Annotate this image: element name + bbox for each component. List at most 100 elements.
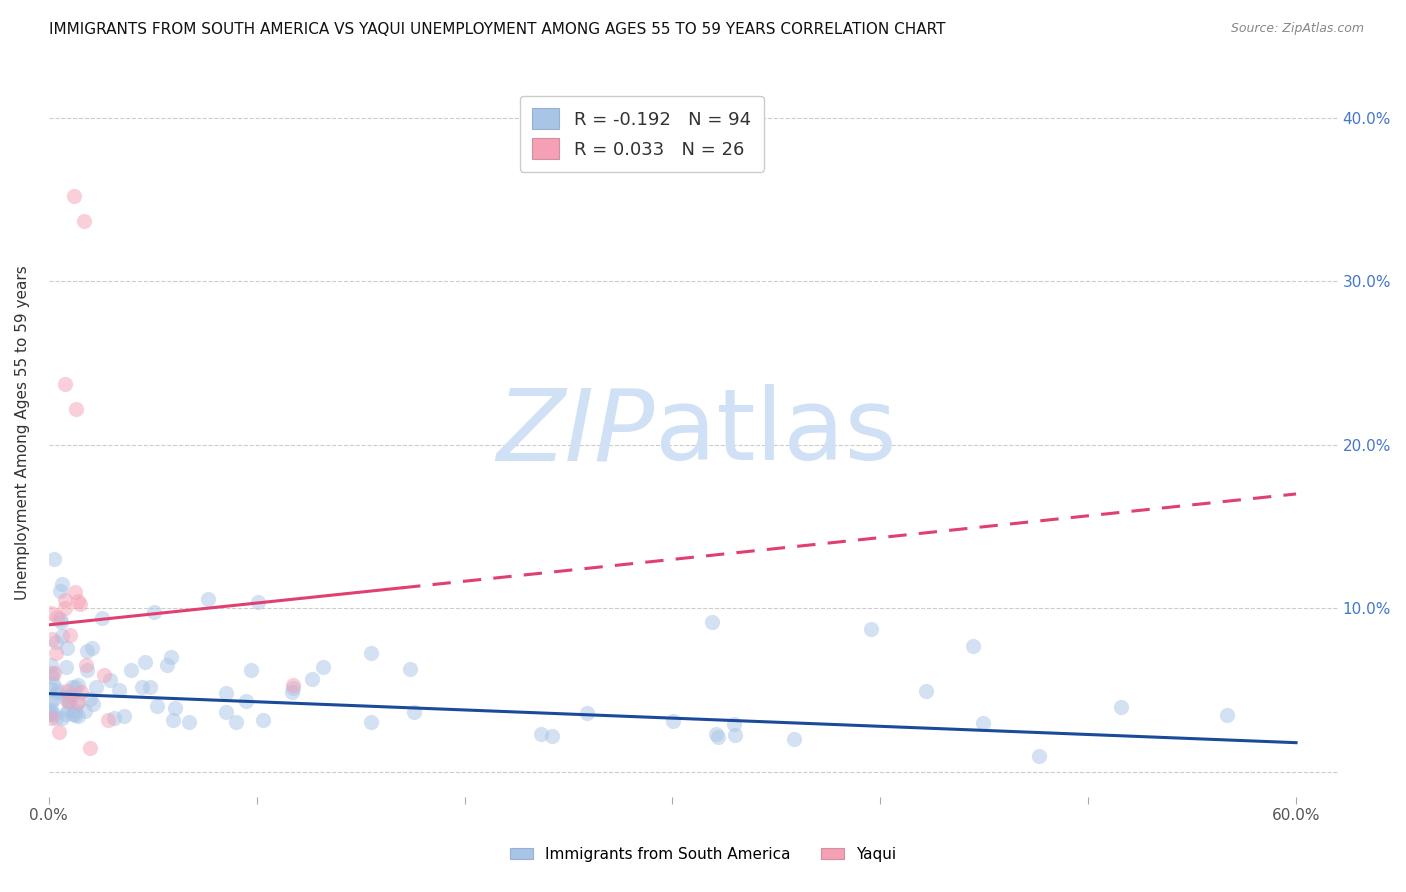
- Point: [65, 704, 87, 718]
- Point: [39, 706, 62, 721]
- Point: [67, 594, 90, 608]
- Point: [177, 715, 200, 730]
- Text: atlas: atlas: [655, 384, 896, 481]
- Point: [131, 680, 153, 694]
- Point: [66, 696, 89, 710]
- Point: [134, 655, 156, 669]
- Point: [59, 628, 82, 642]
- Point: [53, 593, 76, 607]
- Point: [60, 680, 83, 694]
- Point: [84, 680, 107, 694]
- Point: [55, 377, 77, 392]
- Point: [281, 685, 304, 699]
- Point: [73, 213, 96, 227]
- Point: [75, 704, 97, 718]
- Point: [62, 189, 84, 203]
- Point: [103, 711, 125, 725]
- Point: [120, 663, 142, 677]
- Point: [76, 644, 98, 658]
- Point: [56, 684, 79, 698]
- Point: [197, 592, 219, 607]
- Point: [55, 660, 77, 674]
- Point: [76, 664, 98, 678]
- Point: [235, 694, 257, 708]
- Point: [156, 658, 179, 673]
- Point: [146, 699, 169, 714]
- Point: [70, 685, 93, 699]
- Point: [915, 684, 938, 698]
- Point: [360, 647, 382, 661]
- Point: [45, 646, 67, 660]
- Point: [962, 639, 984, 653]
- Point: [66, 708, 89, 723]
- Point: [63, 707, 86, 722]
- Point: [41, 632, 63, 646]
- Text: ZIP: ZIP: [496, 384, 655, 481]
- Point: [49, 612, 72, 626]
- Point: [97, 713, 120, 727]
- Point: [399, 662, 422, 676]
- Point: [1216, 707, 1239, 722]
- Point: [80, 641, 103, 656]
- Point: [58, 690, 80, 704]
- Point: [41, 665, 63, 680]
- Point: [66, 678, 89, 692]
- Point: [215, 706, 238, 720]
- Point: [783, 732, 806, 747]
- Point: [301, 673, 323, 687]
- Legend: Immigrants from South America, Yaqui: Immigrants from South America, Yaqui: [503, 841, 903, 868]
- Point: [162, 713, 184, 727]
- Point: [65, 401, 87, 416]
- Point: [42, 706, 65, 721]
- Point: [82, 697, 104, 711]
- Point: [700, 615, 723, 629]
- Point: [51, 629, 73, 643]
- Point: [59, 689, 82, 703]
- Point: [160, 650, 183, 665]
- Point: [45, 711, 67, 725]
- Legend: R = -0.192   N = 94, R = 0.033   N = 26: R = -0.192 N = 94, R = 0.033 N = 26: [520, 95, 763, 172]
- Point: [704, 727, 727, 741]
- Point: [38, 682, 60, 697]
- Point: [49, 615, 72, 629]
- Point: [312, 660, 335, 674]
- Point: [66, 695, 89, 709]
- Point: [39, 606, 62, 620]
- Point: [108, 683, 131, 698]
- Point: [58, 695, 80, 709]
- Point: [91, 611, 114, 625]
- Point: [143, 605, 166, 619]
- Point: [215, 686, 238, 700]
- Point: [662, 714, 685, 728]
- Point: [79, 692, 101, 706]
- Point: [98, 673, 121, 687]
- Point: [1028, 748, 1050, 763]
- Point: [1109, 700, 1132, 714]
- Point: [51, 711, 73, 725]
- Point: [723, 717, 745, 731]
- Point: [112, 708, 135, 723]
- Point: [724, 728, 747, 742]
- Point: [45, 635, 67, 649]
- Point: [860, 622, 883, 636]
- Point: [163, 701, 186, 715]
- Text: Source: ZipAtlas.com: Source: ZipAtlas.com: [1230, 22, 1364, 36]
- Point: [44, 552, 66, 566]
- Point: [246, 595, 269, 609]
- Point: [56, 702, 79, 716]
- Point: [39, 694, 62, 708]
- Point: [360, 714, 382, 729]
- Point: [46, 609, 69, 624]
- Point: [252, 713, 274, 727]
- Point: [530, 726, 553, 740]
- Point: [46, 685, 69, 699]
- Point: [404, 705, 426, 719]
- Point: [576, 706, 599, 721]
- Point: [63, 585, 86, 599]
- Point: [972, 715, 994, 730]
- Point: [44, 665, 66, 680]
- Point: [283, 681, 305, 696]
- Point: [79, 740, 101, 755]
- Point: [55, 601, 77, 615]
- Point: [39, 705, 62, 719]
